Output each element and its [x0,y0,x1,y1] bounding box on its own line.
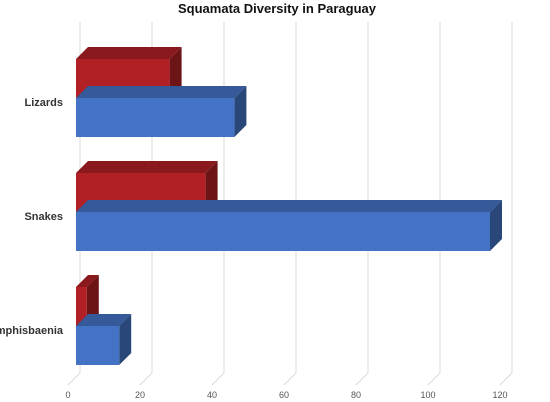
bar-lizards-series-2-top [76,86,247,98]
gridline-floor [499,372,513,386]
bar-lizards-series-1-top [76,47,182,59]
gridline-floor [427,372,441,386]
gridline-floor [211,372,225,386]
x-tick-label: 100 [420,390,435,400]
bar-amphisbaenia-series-1-top [76,275,99,287]
bar-amphisbaenia-series-1 [76,275,99,326]
gridline-floor [139,372,153,386]
bar-lizards-series-2-front [76,98,235,137]
bar-snakes-series-2-top [76,200,502,212]
x-tick-label: 60 [279,390,289,400]
gridline-floor [355,372,369,386]
bar-amphisbaenia-series-2-side [119,314,132,365]
bar-snakes-series-2 [76,200,502,251]
x-tick-label: 40 [207,390,217,400]
category-label-amphisbaenia: Amphisbaenia [0,325,64,337]
bar-amphisbaenia-series-2 [76,314,132,365]
bar-snakes-series-1-side [205,161,218,212]
category-labels: Lizards Snakes Amphisbaenia [0,97,64,337]
chart-title: Squamata Diversity in Paraguay [178,1,377,16]
bar-amphisbaenia-series-2-top [76,314,132,326]
bar-lizards-series-2-side [234,86,247,137]
bar-amphisbaenia-series-1-front [76,287,87,326]
x-tick-label: 80 [351,390,361,400]
bar-lizards-series-1-side [169,47,182,98]
x-tick-label: 0 [65,390,70,400]
gridline-floor [67,372,81,386]
x-tick-label: 20 [135,390,145,400]
gridline-floor [283,372,297,386]
x-tick-label: 120 [492,390,507,400]
bar-snakes-series-2-side [490,200,502,251]
bar-snakes-series-2-front [76,212,490,251]
category-label-lizards: Lizards [24,97,63,109]
category-label-snakes: Snakes [24,211,63,223]
bar-snakes-series-1-top [76,161,218,173]
bar-amphisbaenia-series-1-side [86,275,99,326]
bar-lizards-series-2 [76,86,247,137]
bar-amphisbaenia-series-2-front [76,326,120,365]
x-axis-ticks: 0 20 40 60 80 100 120 [65,390,507,400]
bars [76,47,502,365]
